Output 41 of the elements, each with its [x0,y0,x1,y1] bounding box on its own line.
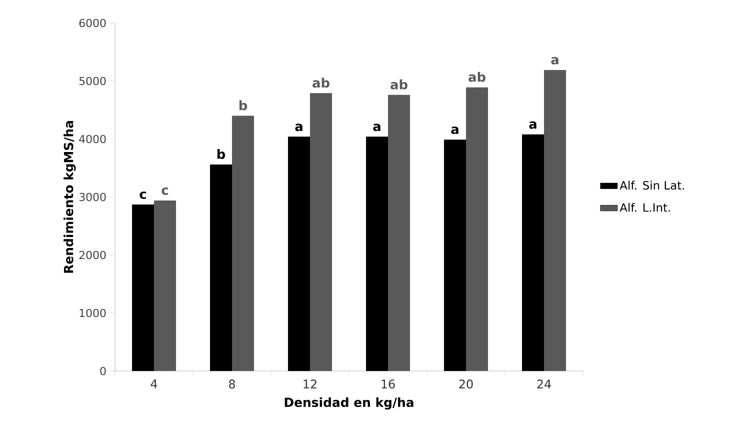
y-tick-label: 6000 [79,18,106,28]
y-tick-label: 1000 [80,308,106,318]
data-label: ab [312,78,330,88]
data-label: ab [468,72,486,82]
bar [466,87,488,371]
data-label: a [451,126,458,134]
data-label: a [529,121,536,129]
data-label: ab [390,79,408,90]
y-tick-label: 2000 [79,250,106,260]
bar [132,204,154,371]
legend-label: Alf. L.Int. [620,202,670,212]
bar [444,140,466,371]
data-label: a [373,124,380,132]
data-label: b [239,100,248,110]
bar [310,93,332,371]
bar [366,136,388,371]
bar [522,134,544,371]
bar [388,94,410,371]
x-tick-label: 24 [537,380,551,388]
x-tick-label: 4 [150,380,158,388]
bar [544,70,566,371]
y-axis-title: Rendimiento kgMS/ha [64,121,76,273]
bar [210,164,232,371]
bar [288,136,310,371]
y-tick-label: 5000 [79,76,106,86]
data-label: c [162,188,168,195]
data-label: b [217,148,226,159]
data-label: a [551,57,558,64]
x-tick-label: 8 [229,380,235,389]
y-tick-label: 0 [100,366,106,376]
data-label: c [140,192,146,200]
x-tick-label: 16 [382,380,395,389]
legend-label: Alf. Sin Lat. [620,180,684,190]
data-label: a [295,124,302,132]
y-tick-label: 4000 [79,134,106,144]
x-tick-label: 20 [459,380,473,389]
bar [154,200,176,371]
x-axis-title: Densidad en kg/ha [284,397,414,410]
x-tick-label: 12 [304,380,316,388]
bar [232,116,254,371]
y-tick-label: 3000 [79,192,106,202]
